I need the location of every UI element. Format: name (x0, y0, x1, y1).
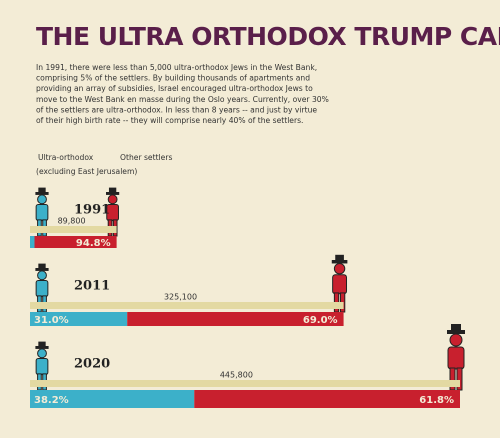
person-part (335, 254, 344, 261)
year-label: 1991 (74, 203, 110, 218)
person-part (38, 263, 46, 269)
person-part (35, 357, 49, 376)
bar-segment (34, 236, 117, 248)
person-part (37, 270, 47, 281)
total-bar (30, 380, 460, 387)
bar-segment (30, 312, 128, 326)
person-part (449, 333, 463, 347)
person-part (35, 192, 49, 195)
year-label: 2011 (74, 279, 110, 294)
body-text: comprising 5% of the settlers. By buildi… (36, 74, 310, 83)
person-part (35, 203, 49, 222)
year-label: 2020 (74, 357, 110, 372)
person-part (35, 346, 49, 349)
bar-segment (30, 236, 35, 248)
total-label: 325,100 (164, 293, 197, 302)
total-label: 89,800 (58, 217, 86, 226)
body-text: move to the West Bank en masse during th… (36, 95, 329, 104)
value-label: 69.0% (303, 315, 338, 326)
person-part (451, 324, 461, 331)
person-part (35, 279, 49, 298)
person-part (38, 341, 46, 347)
person-part (447, 330, 465, 334)
person-part (332, 274, 348, 295)
total-label: 445,800 (220, 371, 253, 380)
person-part (38, 187, 46, 193)
legend-note: (excluding East Jerusalem) (36, 167, 137, 176)
person-part (35, 268, 49, 271)
legend-label: Other settlers (120, 153, 172, 162)
bar-segment (194, 390, 460, 408)
total-bar (30, 226, 117, 233)
body-text: In 1991, there were less than 5,000 ultr… (36, 63, 317, 72)
person-part (37, 194, 47, 205)
value-label: 61.8% (419, 395, 454, 406)
person-icon (447, 324, 465, 391)
person-part (447, 346, 465, 370)
legend-label: Ultra-orthodox (38, 153, 94, 162)
value-label: 31.0% (34, 315, 69, 326)
body-text: of the settlers are ultra-orthodox. In l… (36, 105, 317, 114)
person-part (37, 348, 47, 359)
bar-segment (127, 312, 344, 326)
person-part (333, 262, 346, 275)
body-text: of their high birth rate -- they will co… (36, 116, 303, 125)
value-label: 94.8% (76, 238, 111, 249)
bar-segment (30, 390, 195, 408)
person-part (106, 192, 120, 195)
chart-title: THE ULTRA ORTHODOX TRUMP CARD (36, 22, 500, 51)
total-bar (30, 302, 344, 309)
body-text: providing an array of subsidies, Israel … (36, 84, 313, 93)
person-part (331, 260, 348, 264)
person-part (107, 194, 118, 205)
person-part (108, 187, 117, 193)
person-part (106, 203, 119, 222)
value-label: 38.2% (34, 395, 69, 406)
